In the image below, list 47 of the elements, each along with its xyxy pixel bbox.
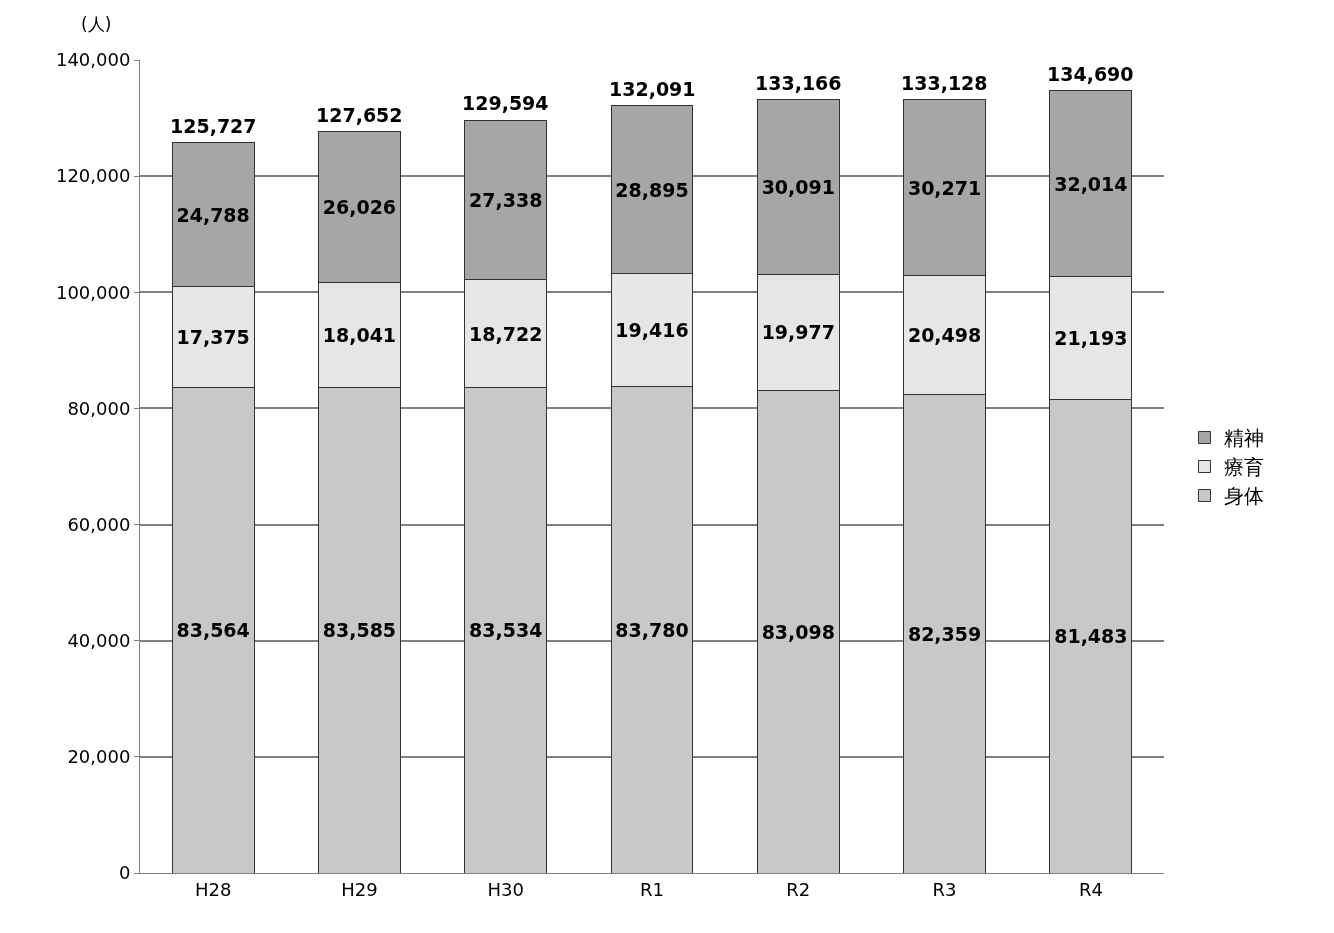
data-label: 82,359 bbox=[907, 622, 982, 645]
total-label: 127,652 bbox=[316, 104, 403, 126]
data-label: 27,338 bbox=[469, 188, 543, 211]
data-label: 32,014 bbox=[1054, 172, 1128, 195]
y-tick-label: 100,000 bbox=[55, 281, 131, 303]
total-label: 125,727 bbox=[170, 115, 257, 137]
y-tick-label: 0 bbox=[118, 862, 131, 884]
total-label: 129,594 bbox=[462, 92, 549, 114]
data-label: 21,193 bbox=[1054, 327, 1128, 350]
y-tick-label: 120,000 bbox=[55, 165, 131, 187]
total-label: 134,690 bbox=[1047, 63, 1134, 85]
data-label: 83,585 bbox=[322, 619, 397, 642]
data-label: 19,416 bbox=[615, 319, 689, 342]
x-tick-label: R3 bbox=[932, 878, 957, 900]
data-label: 26,026 bbox=[322, 196, 397, 219]
x-tick-label: R1 bbox=[640, 878, 664, 900]
y-tick-label: 60,000 bbox=[67, 513, 131, 535]
data-label: 20,498 bbox=[907, 324, 982, 347]
data-label: 19,977 bbox=[761, 321, 835, 344]
data-label: 24,788 bbox=[176, 203, 250, 226]
total-label: 132,091 bbox=[609, 78, 696, 100]
legend-label: 精神 bbox=[1224, 426, 1265, 451]
legend-label: 療育 bbox=[1224, 455, 1265, 480]
data-label: 81,483 bbox=[1054, 625, 1128, 648]
legend-label: 身体 bbox=[1224, 484, 1265, 509]
y-tick-label: 80,000 bbox=[67, 397, 131, 419]
total-label: 133,128 bbox=[901, 72, 988, 94]
data-label: 30,271 bbox=[907, 176, 982, 199]
data-label: 83,534 bbox=[469, 619, 543, 642]
x-tick-label: H28 bbox=[194, 878, 232, 900]
x-tick-label: R4 bbox=[1078, 878, 1103, 900]
data-label: 30,091 bbox=[761, 176, 835, 199]
data-label: 83,780 bbox=[615, 618, 689, 641]
data-label: 83,564 bbox=[176, 619, 250, 642]
y-tick-label: 40,000 bbox=[67, 630, 131, 652]
x-tick-label: R2 bbox=[786, 878, 811, 900]
x-tick-label: H29 bbox=[341, 878, 378, 900]
y-tick-label: 20,000 bbox=[67, 746, 131, 768]
x-tick-label: H30 bbox=[487, 878, 524, 900]
data-label: 18,722 bbox=[469, 322, 543, 345]
data-label: 28,895 bbox=[615, 178, 689, 201]
y-axis-title: (人) bbox=[81, 14, 112, 34]
data-label: 17,375 bbox=[176, 326, 250, 349]
total-label: 133,166 bbox=[755, 72, 842, 94]
data-label: 83,098 bbox=[761, 620, 835, 643]
y-tick-label: 140,000 bbox=[55, 49, 131, 71]
data-label: 18,041 bbox=[322, 324, 397, 347]
